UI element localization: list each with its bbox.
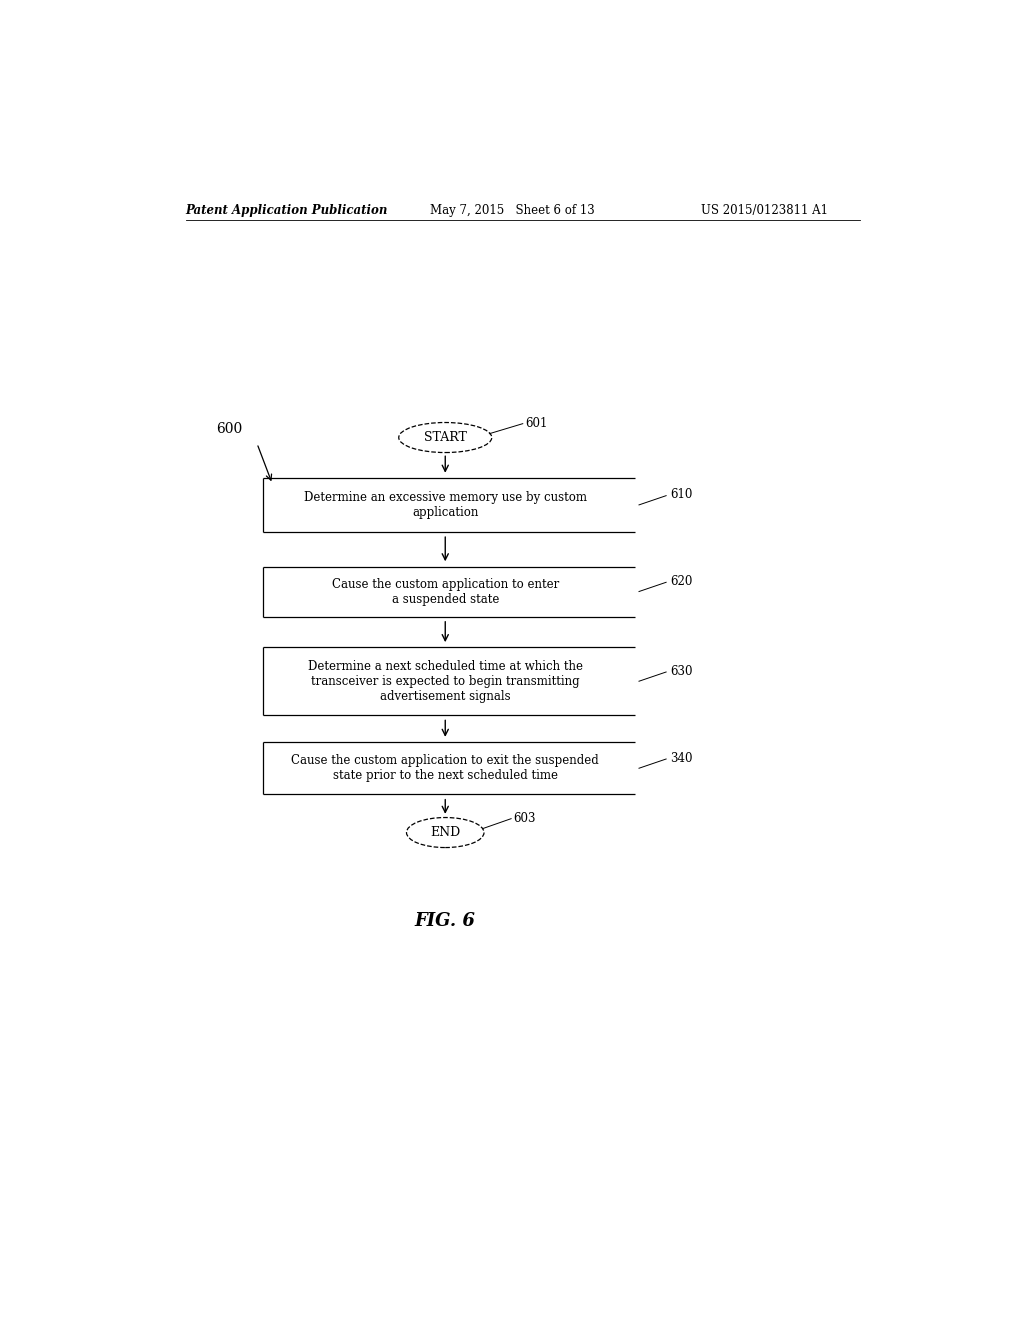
Text: 630: 630 — [669, 665, 692, 677]
Text: May 7, 2015   Sheet 6 of 13: May 7, 2015 Sheet 6 of 13 — [429, 205, 594, 218]
Text: 600: 600 — [216, 421, 243, 436]
Text: US 2015/0123811 A1: US 2015/0123811 A1 — [700, 205, 827, 218]
Text: END: END — [430, 826, 460, 840]
Text: Patent Application Publication: Patent Application Publication — [185, 205, 387, 218]
Text: START: START — [424, 432, 467, 444]
Text: Cause the custom application to enter
a suspended state: Cause the custom application to enter a … — [331, 578, 558, 606]
Text: 610: 610 — [669, 488, 692, 502]
Text: 340: 340 — [669, 751, 692, 764]
Text: Cause the custom application to exit the suspended
state prior to the next sched: Cause the custom application to exit the… — [291, 754, 598, 783]
Text: FIG. 6: FIG. 6 — [415, 912, 475, 929]
Text: Determine a next scheduled time at which the
transceiver is expected to begin tr: Determine a next scheduled time at which… — [308, 660, 582, 702]
Text: 620: 620 — [669, 576, 692, 587]
Text: 601: 601 — [525, 417, 547, 430]
Text: Determine an excessive memory use by custom
application: Determine an excessive memory use by cus… — [304, 491, 586, 519]
Text: 603: 603 — [513, 812, 535, 825]
